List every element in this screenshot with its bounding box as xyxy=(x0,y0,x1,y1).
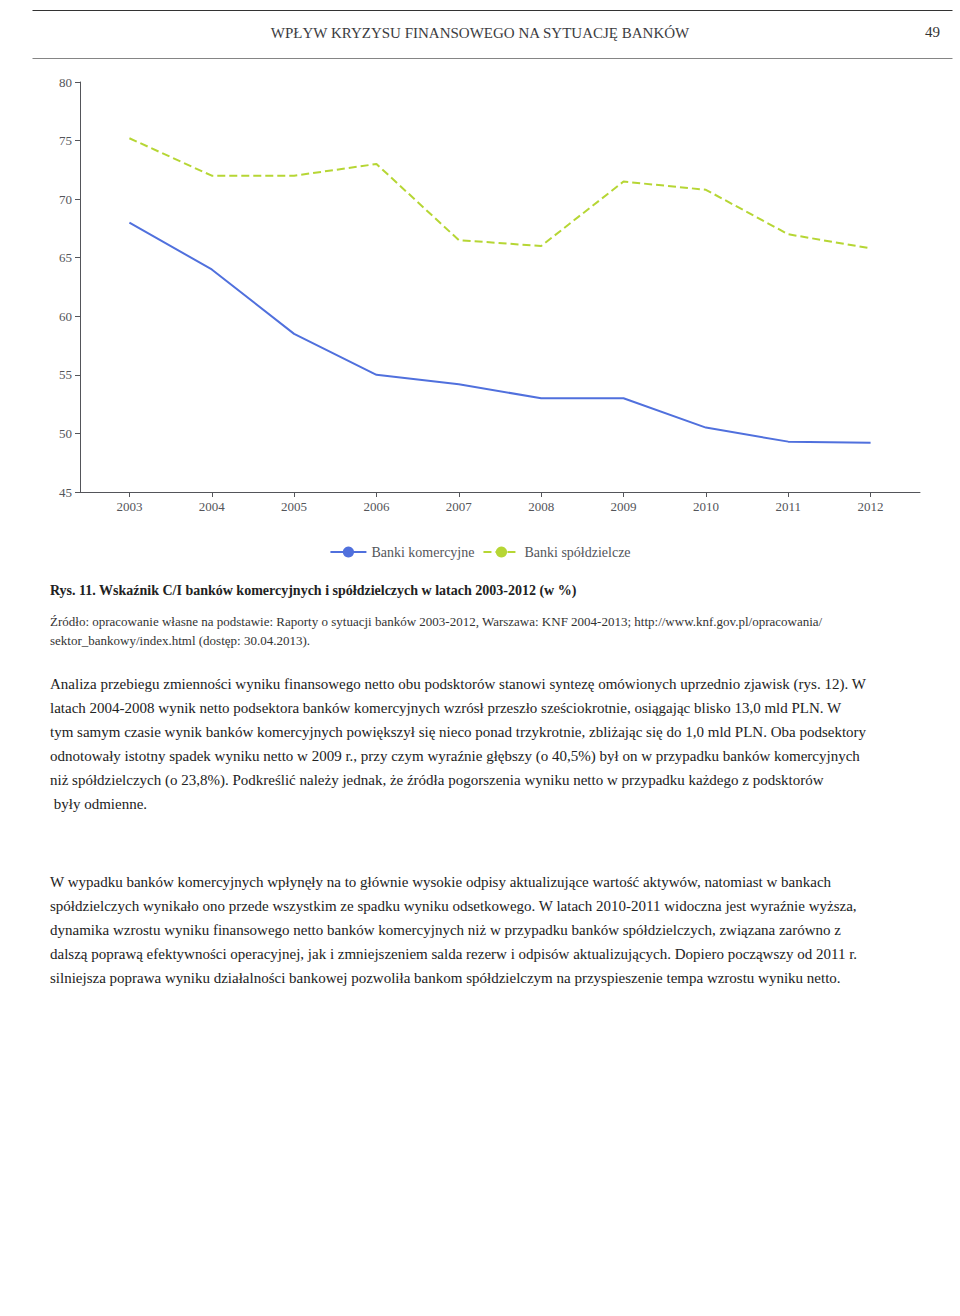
svg-text:45: 45 xyxy=(59,485,72,500)
svg-text:80: 80 xyxy=(59,75,72,90)
svg-text:2006: 2006 xyxy=(363,499,390,514)
svg-text:2009: 2009 xyxy=(611,499,637,514)
svg-text:spółdzielczych wynikało ono pr: spółdzielczych wynikało ono przede wszys… xyxy=(50,898,860,914)
svg-text:65: 65 xyxy=(59,250,72,265)
svg-text:2012: 2012 xyxy=(858,499,884,514)
svg-text:niż spółdzielczych (o 23,8%).: niż spółdzielczych (o 23,8%). Podkreślić… xyxy=(50,772,824,789)
svg-text:60: 60 xyxy=(59,309,72,324)
svg-text:Banki spółdzielcze: Banki spółdzielcze xyxy=(524,545,630,560)
svg-text:75: 75 xyxy=(59,133,72,148)
svg-text:dalszą poprawą efektywności op: dalszą poprawą efektywności operacyjnej,… xyxy=(50,946,861,962)
svg-text:latach 2004-2008 wynik netto p: latach 2004-2008 wynik netto podsektora … xyxy=(50,700,845,716)
svg-text:dynamika wzrostu wyniku finans: dynamika wzrostu wyniku finansowego nett… xyxy=(50,922,845,938)
svg-text:2007: 2007 xyxy=(446,499,473,514)
svg-text:Rys. 11. Wskaźnik C/I banków k: Rys. 11. Wskaźnik C/I banków komercyjnyc… xyxy=(50,583,577,599)
svg-text:2011: 2011 xyxy=(775,499,801,514)
svg-text:Źródło: opracowanie własne na: Źródło: opracowanie własne na podstawie:… xyxy=(50,614,823,629)
svg-text:W wypadku banków komercyjnych: W wypadku banków komercyjnych wpłynęły n… xyxy=(50,874,835,890)
svg-text:2005: 2005 xyxy=(281,499,307,514)
svg-text:były odmienne.: były odmienne. xyxy=(50,796,147,812)
svg-text:Banki komercyjne: Banki komercyjne xyxy=(371,545,474,560)
svg-text:55: 55 xyxy=(59,367,72,382)
svg-text:49: 49 xyxy=(925,24,940,40)
svg-text:70: 70 xyxy=(59,192,72,207)
svg-text:50: 50 xyxy=(59,426,72,441)
svg-text:2008: 2008 xyxy=(528,499,554,514)
svg-text:odnotowały istotny spadek wyni: odnotowały istotny spadek wyniku netto w… xyxy=(50,748,864,765)
svg-text:2004: 2004 xyxy=(199,499,226,514)
svg-text:2003: 2003 xyxy=(116,499,142,514)
svg-text:tym samym czasie wynik banków: tym samym czasie wynik banków komercyjny… xyxy=(50,724,870,740)
svg-text:WPŁYW KRYZYSU FINANSOWEGO NA S: WPŁYW KRYZYSU FINANSOWEGO NA SYTUACJĘ BA… xyxy=(271,25,690,41)
svg-text:sektor_bankowy/index.html (dos: sektor_bankowy/index.html (dostęp: 30.04… xyxy=(50,633,310,648)
svg-text:Analiza przebiegu zmienności w: Analiza przebiegu zmienności wyniku fina… xyxy=(50,676,869,693)
svg-text:silniejsza poprawa wyniku dzia: silniejsza poprawa wyniku działalności b… xyxy=(50,970,841,986)
svg-text:2010: 2010 xyxy=(693,499,719,514)
